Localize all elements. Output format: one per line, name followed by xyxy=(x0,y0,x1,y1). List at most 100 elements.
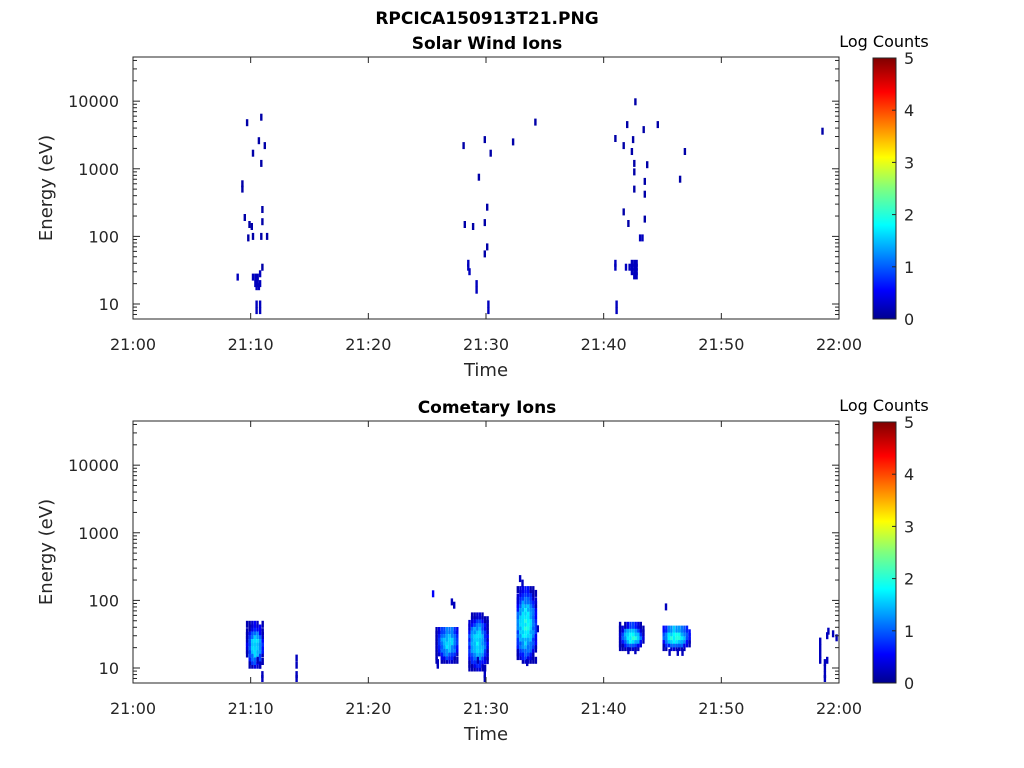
data-cell xyxy=(634,621,637,629)
data-cell xyxy=(483,616,487,624)
data-cell xyxy=(253,643,257,651)
data-cell xyxy=(456,649,459,657)
data-cell xyxy=(668,648,671,656)
data-cell xyxy=(639,621,642,629)
data-cell xyxy=(529,630,532,638)
data-cell xyxy=(637,633,640,640)
data-cell xyxy=(534,612,538,620)
colorbar-tick-label: 5 xyxy=(904,413,914,432)
data-cell xyxy=(614,263,617,271)
data-cell xyxy=(483,675,486,682)
data-cell xyxy=(478,634,482,642)
data-cell xyxy=(468,623,471,631)
data-cell xyxy=(470,634,474,642)
data-cell xyxy=(483,642,487,650)
data-cell xyxy=(261,206,264,213)
data-cell xyxy=(670,640,673,648)
data-cell xyxy=(256,632,259,639)
data-cell xyxy=(248,639,251,647)
data-cell xyxy=(524,586,527,594)
data-cell xyxy=(445,634,449,642)
data-cell xyxy=(251,643,254,651)
data-cell xyxy=(253,620,257,628)
data-cell xyxy=(526,612,530,620)
data-cell xyxy=(468,638,471,646)
data-cell xyxy=(436,661,439,669)
data-cell xyxy=(443,645,446,653)
data-cell xyxy=(470,627,474,635)
data-cell xyxy=(526,627,530,634)
data-cell xyxy=(478,645,482,653)
data-cell xyxy=(680,636,683,644)
data-cell xyxy=(431,590,435,598)
data-cell xyxy=(486,619,489,627)
x-tick-label: 21:30 xyxy=(463,335,509,354)
y-tick-label: 100 xyxy=(88,227,119,246)
data-cell xyxy=(456,634,459,642)
x-tick-label: 21:40 xyxy=(581,699,627,718)
data-cell xyxy=(526,589,530,597)
data-cell xyxy=(823,671,827,679)
data-cell xyxy=(483,623,487,631)
data-cell xyxy=(637,625,640,633)
data-cell xyxy=(483,250,486,258)
data-cell xyxy=(256,661,259,669)
data-cell xyxy=(532,641,535,649)
data-cell xyxy=(468,619,471,627)
data-cell xyxy=(478,653,482,661)
x-tick-label: 21:30 xyxy=(463,699,509,718)
data-cell xyxy=(260,159,263,167)
data-cell xyxy=(521,597,525,605)
data-cell xyxy=(534,597,538,605)
data-cell xyxy=(665,633,668,640)
data-cell xyxy=(435,630,438,638)
data-cell xyxy=(251,650,254,658)
data-cell xyxy=(624,621,627,629)
data-cell xyxy=(481,631,484,638)
data-cell xyxy=(823,675,827,682)
data-cell xyxy=(534,627,538,634)
data-cell xyxy=(516,604,519,612)
data-cell xyxy=(516,645,519,653)
data-cell xyxy=(483,664,487,672)
data-cell xyxy=(639,640,642,648)
axes: 21:00 21:10 21:20 21:30 21:40 21:50 22:00 10 100… xyxy=(68,57,862,354)
data-cell xyxy=(643,177,646,185)
data-cell xyxy=(678,640,681,648)
data-cell xyxy=(624,629,627,637)
data-cell xyxy=(662,629,665,637)
data-cell xyxy=(519,638,522,646)
x-tick-label: 21:00 xyxy=(110,335,156,354)
data-cell xyxy=(532,656,535,664)
data-cell xyxy=(521,612,525,620)
data-cell xyxy=(521,593,525,601)
spectrogram-cells xyxy=(245,575,838,682)
data-cell xyxy=(819,656,822,664)
data-cell xyxy=(635,263,638,271)
data-cell xyxy=(478,619,482,627)
data-cell xyxy=(251,635,254,643)
data-cell xyxy=(245,643,249,651)
data-cell xyxy=(521,638,525,646)
data-cell xyxy=(253,628,257,636)
data-cell xyxy=(532,653,535,661)
data-cell xyxy=(656,121,659,129)
data-cell xyxy=(445,649,449,657)
data-cell xyxy=(481,623,484,631)
data-cell xyxy=(678,175,682,183)
data-cell xyxy=(435,645,438,653)
data-cell xyxy=(251,628,254,636)
data-cell xyxy=(483,627,487,635)
data-cell xyxy=(478,657,482,665)
data-cell xyxy=(685,640,689,648)
data-cell xyxy=(258,632,262,639)
data-cell xyxy=(630,268,634,276)
data-cell xyxy=(440,656,443,664)
data-cell xyxy=(448,634,451,642)
data-cell xyxy=(435,627,438,634)
data-cell xyxy=(534,623,538,631)
data-cell xyxy=(529,608,532,616)
data-cell xyxy=(631,633,635,640)
data-cell xyxy=(634,640,637,648)
colorbar-tick-label: 3 xyxy=(904,153,914,172)
